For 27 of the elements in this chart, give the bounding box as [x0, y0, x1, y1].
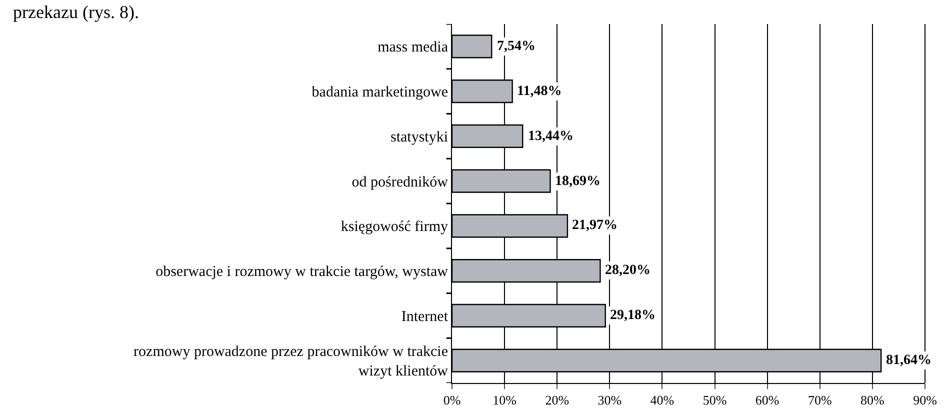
y-tick-label: księgowość firmy	[340, 219, 448, 236]
y-tick-label: rozmowy prowadzone przez pracowników w trakcie wizyt klientów	[134, 344, 448, 380]
x-tick-label: 20%	[545, 392, 570, 408]
data-label: 28,20%	[605, 263, 650, 278]
data-label: 18,69%	[555, 174, 600, 189]
data-label: 21,97%	[572, 218, 618, 233]
x-tick-label: 70%	[808, 392, 832, 408]
x-tick-label: 60%	[755, 392, 780, 408]
x-tick-label: 50%	[702, 392, 727, 408]
y-tick-label: badania marketingowe	[312, 84, 448, 101]
y-tick-label: od pośredników	[352, 174, 448, 190]
y-tick-label: Internet	[401, 308, 449, 325]
x-tick-label: 80%	[860, 392, 885, 408]
x-tick-label: 40%	[650, 392, 674, 408]
data-label: 29,18%	[610, 308, 656, 323]
text: przekazu (rys. 8).	[13, 2, 139, 22]
x-tick-label: 10%	[492, 392, 517, 408]
data-label: 81,64%	[886, 353, 932, 368]
y-tick-label: obserwacje i rozmowy w trakcie targów, wystaw	[156, 264, 448, 280]
y-tick-label: statystyki	[390, 129, 448, 146]
y-tick-label: mass media	[378, 40, 448, 56]
x-tick-label: 30%	[598, 392, 622, 408]
data-label: 13,44%	[528, 129, 574, 144]
data-label: 7,54%	[497, 39, 536, 54]
x-tick-label: 90%	[913, 392, 938, 408]
data-label: 11,48%	[517, 84, 562, 99]
x-tick-label: 0%	[443, 392, 461, 408]
